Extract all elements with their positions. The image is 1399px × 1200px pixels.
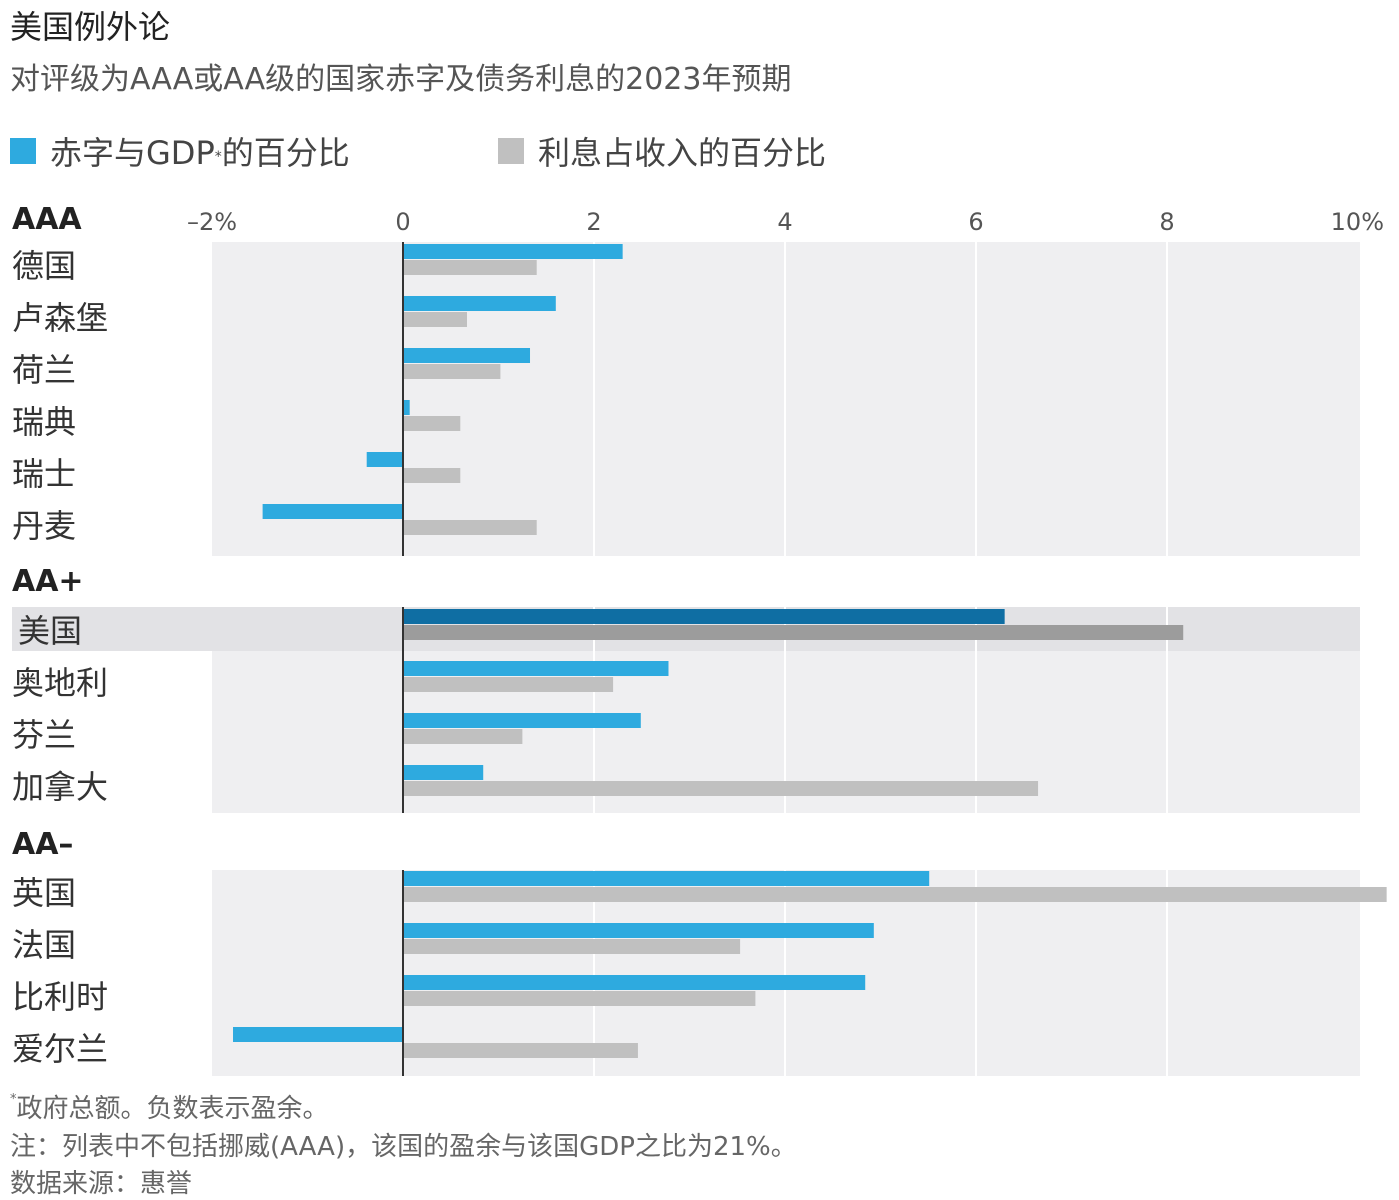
legend-label-deficit-tail: 的百分比 [221,134,350,172]
country-label: 爱尔兰 [12,1030,108,1068]
bar-interest [403,677,614,692]
country-label: 法国 [12,926,76,964]
bar-deficit [403,400,410,415]
bar-interest [403,1043,638,1058]
bar-interest [403,887,1387,902]
bar-interest [403,364,501,379]
country-label: 比利时 [12,978,108,1016]
bar-deficit [403,661,669,676]
tick-label: –2% [187,208,237,236]
bar-deficit [403,923,874,938]
bar-deficit [403,713,641,728]
bar-interest [403,729,523,744]
bar-interest [403,939,741,954]
country-label: 丹麦 [12,507,76,545]
legend-swatch-deficit [10,138,36,164]
bar-deficit [233,1027,403,1042]
bar-interest [403,781,1039,796]
tick-label: 0 [395,208,410,236]
legend-swatch-interest [498,138,524,164]
bar-deficit [403,871,930,886]
chart-subtitle: 对评级为AAA或AA级的国家赤字及债务利息的2023年预期 [10,62,792,97]
tick-label: 8 [1159,208,1174,236]
rating-group-label: AAA [12,202,82,237]
rating-group-label: AA– [12,827,73,862]
country-label: 英国 [12,874,76,912]
bar-interest [403,468,461,483]
country-label: 美国 [18,612,82,650]
bar-interest [403,260,537,275]
country-label: 奥地利 [12,664,108,702]
bar-deficit [403,348,531,363]
bar-deficit [366,452,403,467]
country-label: 德国 [12,247,76,285]
tick-label: 2 [586,208,601,236]
bar-deficit [403,244,623,259]
bar-deficit [403,609,1005,624]
tick-label: 10% [1331,208,1384,236]
tick-label: 4 [777,208,792,236]
legend-item-interest: 利息占收入的百分比 [498,128,826,174]
bar-deficit [403,296,556,311]
country-label: 卢森堡 [12,299,108,337]
footnote-note: 注：列表中不包括挪威(AAA)，该国的盈余与该国GDP之比为21%。 [10,1132,797,1162]
country-label: 荷兰 [12,351,76,389]
bar-interest [403,312,467,327]
bar-interest [403,991,756,1006]
country-label: 瑞典 [12,403,76,441]
footnote-source: 数据来源：惠誉 [10,1169,193,1199]
country-label: 加拿大 [12,768,108,806]
bar-interest [403,625,1184,640]
bar-deficit [403,975,866,990]
legend-asterisk: * [214,149,222,165]
bar-deficit [403,765,484,780]
rating-group-label: AA+ [12,564,84,599]
bar-interest [403,520,537,535]
country-label: 瑞士 [12,455,76,493]
footnote-asterisk-text: 政府总额。负数表示盈余。 [16,1094,329,1124]
chart-title: 美国例外论 [10,8,171,46]
bar-deficit [262,504,403,519]
country-label: 芬兰 [12,716,76,754]
bar-interest [403,416,461,431]
footnote-asterisk: *政府总额。负数表示盈余。 [10,1088,329,1125]
legend-item-deficit: 赤字与GDP * 的百分比 [10,128,350,174]
legend-label-deficit-main: 赤字与GDP [50,134,215,172]
footnote-asterisk-marker: * [10,1092,17,1107]
tick-label: 6 [968,208,983,236]
legend-label-interest: 利息占收入的百分比 [538,134,827,172]
